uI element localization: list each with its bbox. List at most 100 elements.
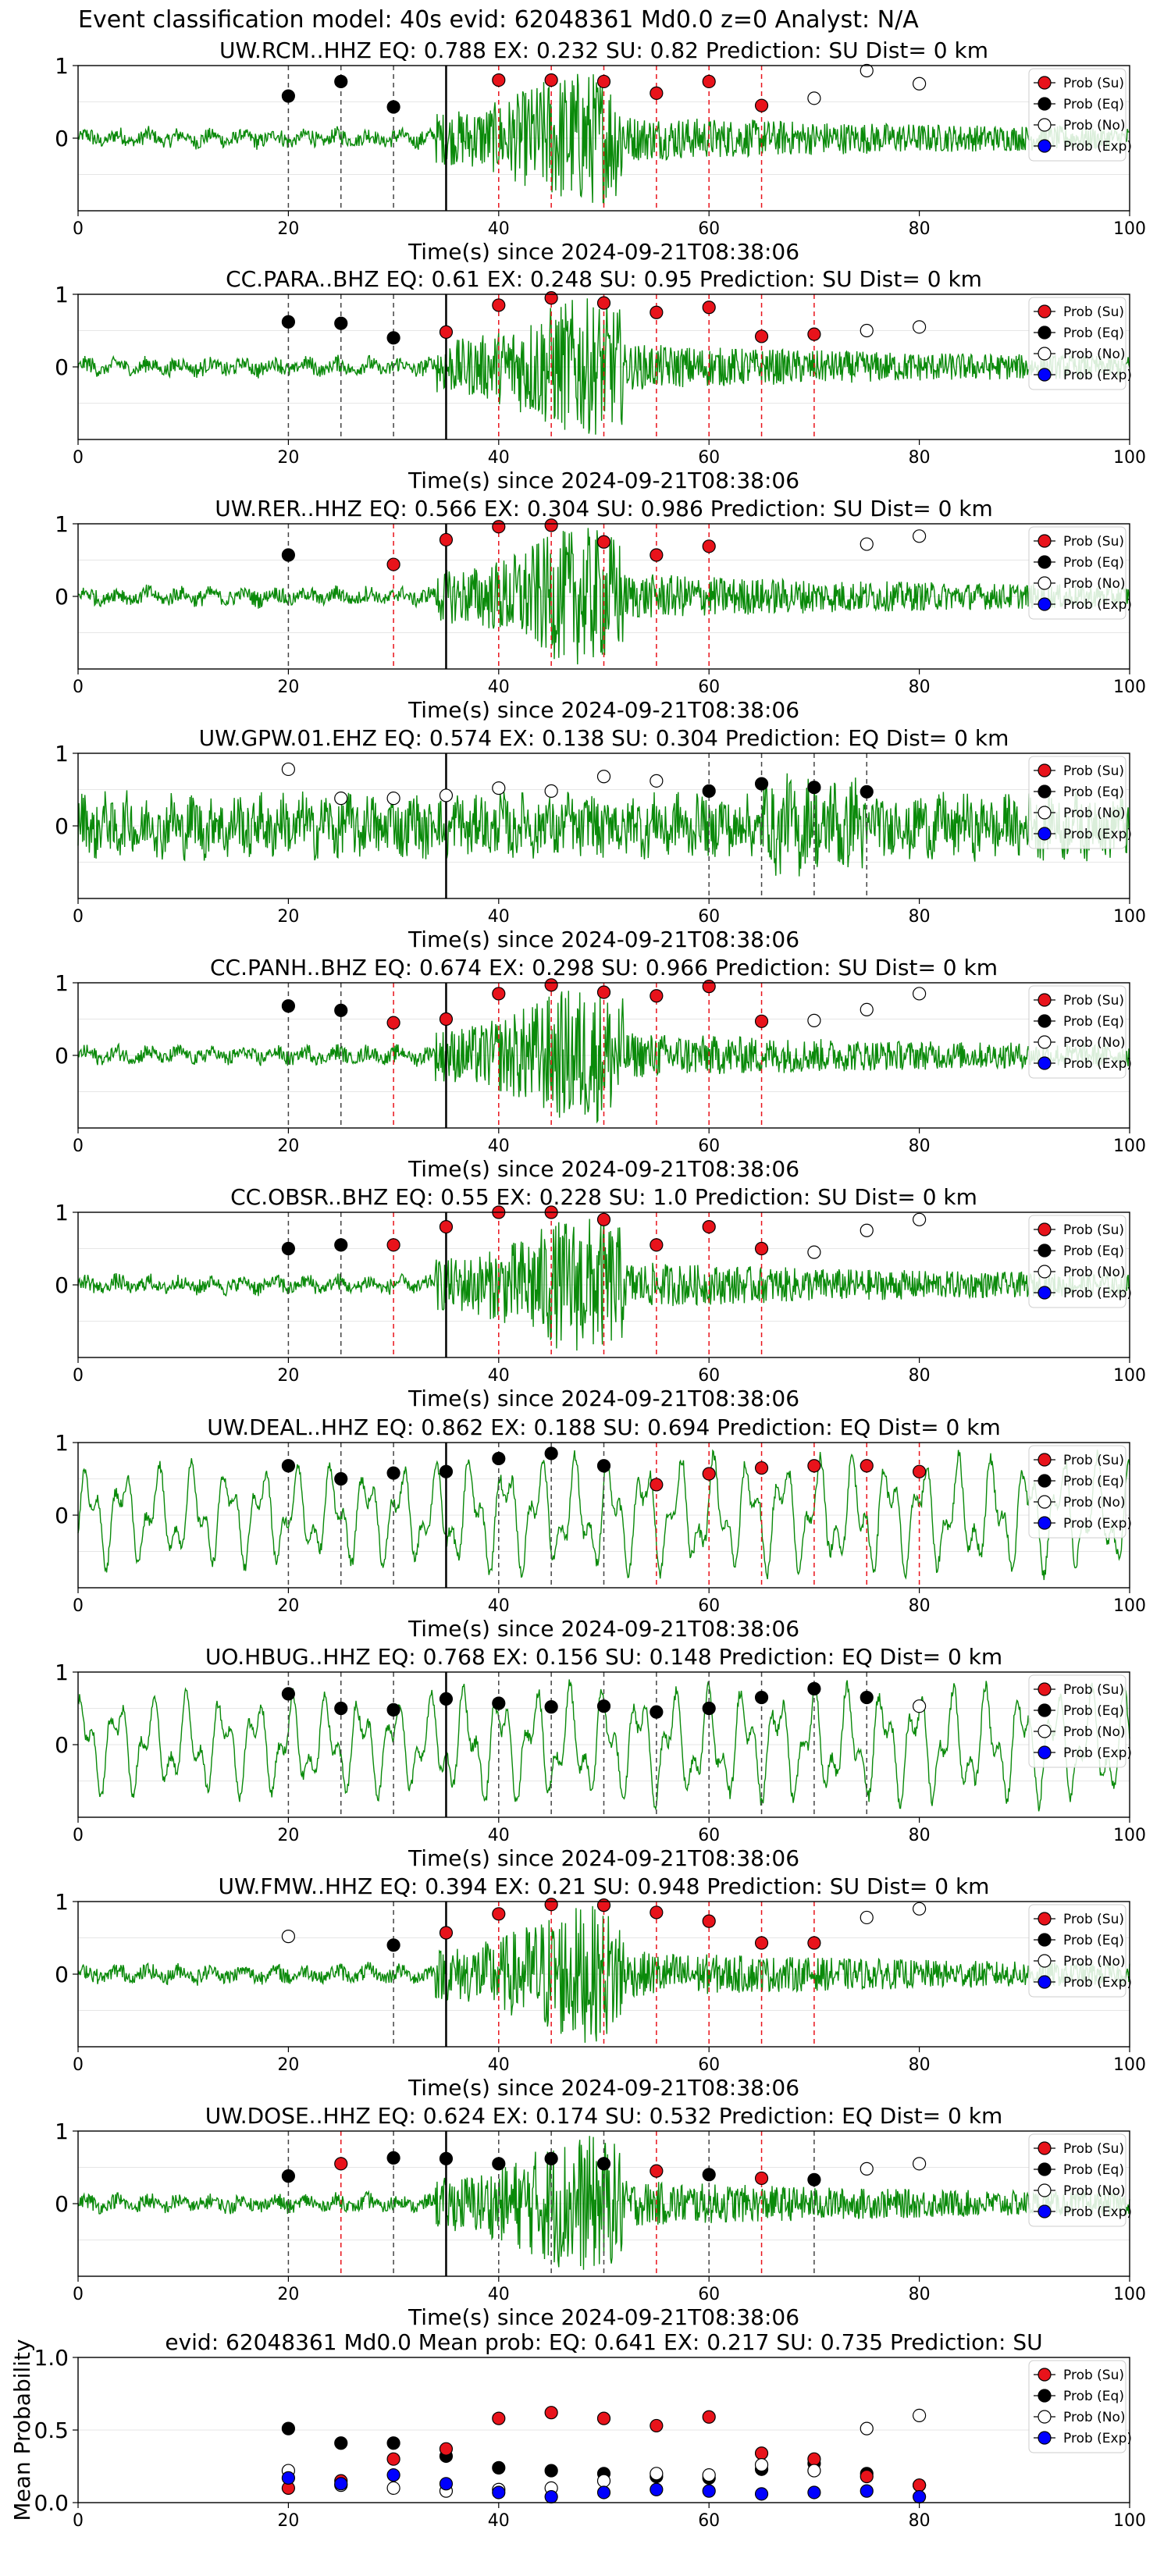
y-tick-label: 1 [55, 2119, 69, 2144]
legend-label: Prob (Eq) [1063, 326, 1124, 341]
legend-marker-eq [1038, 1703, 1052, 1717]
legend: Prob (Su) Prob (Eq) Prob (No) Prob (Exp) [1028, 985, 1132, 1079]
prob-point-su [596, 1898, 611, 1912]
prob-point-no [912, 1902, 927, 1916]
legend-marker-no [1038, 1035, 1052, 1049]
station-panel-10: UW.DOSE..HHZ EQ: 0.624 EX: 0.174 SU: 0.5… [55, 2103, 1146, 2330]
legend-marker-no [1038, 1954, 1052, 1968]
legend: Prob (Su) Prob (Eq) Prob (No) Prob (Exp) [1028, 2360, 1132, 2453]
panel-title: UW.RER..HHZ EQ: 0.566 EX: 0.304 SU: 0.98… [215, 496, 993, 521]
legend-label: Prob (Su) [1063, 1912, 1124, 1927]
x-tick-label: 100 [1113, 678, 1146, 697]
legend-label: Prob (Exp) [1063, 827, 1132, 842]
legend-marker-no [1038, 1724, 1052, 1738]
x-axis-label: Time(s) since 2024-09-21T08:38:06 [408, 697, 799, 723]
legend-marker-exp [1038, 2431, 1052, 2445]
legend-marker-no [1038, 1495, 1052, 1509]
prob-point-su [754, 2171, 769, 2186]
x-tick-label: 100 [1113, 219, 1146, 239]
prob-point-exp [281, 2471, 295, 2485]
prob-point-su [807, 1936, 821, 1950]
prob-point-no [912, 2408, 927, 2422]
y-tick-label: 1 [55, 1200, 69, 1226]
prob-point-no [492, 781, 506, 795]
prob-point-eq [334, 1471, 348, 1486]
legend-label: Prob (No) [1063, 1265, 1126, 1280]
prob-point-eq [386, 1703, 400, 1717]
x-tick-label: 100 [1113, 1826, 1146, 1845]
x-axis-label: Time(s) since 2024-09-21T08:38:06 [408, 468, 799, 493]
x-tick-label: 40 [488, 1596, 510, 1616]
legend-label: Prob (Su) [1063, 763, 1124, 779]
legend-marker-exp [1038, 1516, 1052, 1530]
legend-marker-eq [1038, 785, 1052, 799]
x-axis-label: Time(s) since 2024-09-21T08:38:06 [408, 1845, 799, 1871]
prob-point-no [912, 529, 927, 543]
legend: Prob (Su) Prob (Eq) Prob (No) Prob (Exp) [1028, 526, 1132, 620]
x-tick-label: 60 [698, 219, 720, 239]
legend-box [1028, 756, 1127, 849]
legend-marker-exp [1038, 1056, 1052, 1070]
x-tick-label: 40 [488, 1137, 510, 1156]
legend-box [1028, 1215, 1127, 1308]
prob-point-su [754, 1461, 769, 1475]
prob-point-su [702, 1914, 716, 1928]
legend-label: Prob (Su) [1063, 76, 1124, 91]
y-tick-label: 1 [55, 741, 69, 767]
prob-point-su [596, 535, 611, 549]
prob-point-su [544, 1898, 558, 1912]
y-tick-label: 0 [55, 1043, 69, 1069]
prob-point-no [807, 2464, 821, 2478]
prob-point-su [492, 2411, 506, 2425]
legend-marker-su [1038, 1682, 1052, 1696]
prob-point-eq [281, 1241, 295, 1256]
x-tick-label: 100 [1113, 1596, 1146, 1616]
prob-point-su [596, 74, 611, 89]
prob-point-eq [334, 74, 348, 89]
station-panel-4: UW.GPW.01.EHZ EQ: 0.574 EX: 0.138 SU: 0.… [55, 725, 1146, 952]
x-tick-label: 0 [73, 1137, 84, 1156]
y-tick-label: 1 [55, 282, 69, 308]
x-tick-label: 20 [277, 678, 299, 697]
legend-box [1028, 985, 1127, 1079]
legend-marker-no [1038, 576, 1052, 590]
prob-point-no [860, 63, 874, 78]
prob-point-no [860, 2421, 874, 2435]
prob-point-eq [386, 100, 400, 114]
legend-marker-eq [1038, 2162, 1052, 2176]
station-panel-1: UW.RCM..HHZ EQ: 0.788 EX: 0.232 SU: 0.82… [55, 37, 1146, 265]
mean-probability-panel: evid: 62048361 Md0.0 Mean prob: EQ: 0.64… [9, 2329, 1146, 2531]
legend-marker-eq [1038, 1244, 1052, 1258]
legend: Prob (Su) Prob (Eq) Prob (No) Prob (Exp) [1028, 756, 1132, 849]
prob-point-no [807, 1245, 821, 1259]
legend-label: Prob (Su) [1063, 1453, 1124, 1468]
prob-point-su [702, 539, 716, 553]
prob-point-eq [281, 2169, 295, 2183]
legend-marker-no [1038, 347, 1052, 361]
prob-point-su [492, 298, 506, 312]
x-tick-label: 100 [1113, 1366, 1146, 1386]
x-tick-label: 20 [277, 1366, 299, 1386]
prob-point-eq [334, 1701, 348, 1716]
prob-point-exp [334, 2477, 348, 2491]
x-tick-label: 0 [73, 678, 84, 697]
x-tick-label: 80 [909, 2511, 931, 2531]
prob-point-exp [439, 2477, 454, 2491]
prob-point-eq [281, 1459, 295, 1473]
prob-point-eq [596, 1699, 611, 1713]
prob-point-eq [439, 2151, 454, 2165]
legend-label: Prob (Exp) [1063, 1516, 1132, 1532]
prob-point-su [702, 2410, 716, 2424]
y-tick-label: 0 [55, 1732, 69, 1758]
prob-point-su [702, 1219, 716, 1234]
prob-point-no [281, 762, 295, 777]
prob-point-no [912, 1699, 927, 1713]
prob-point-su [439, 1926, 454, 1940]
legend-label: Prob (Su) [1063, 2141, 1124, 2157]
legend-label: Prob (No) [1063, 347, 1126, 362]
prob-point-exp [544, 2489, 558, 2504]
legend-label: Prob (No) [1063, 1954, 1126, 1969]
legend-label: Prob (Su) [1063, 993, 1124, 1009]
legend-marker-eq [1038, 326, 1052, 340]
x-tick-label: 80 [909, 1137, 931, 1156]
